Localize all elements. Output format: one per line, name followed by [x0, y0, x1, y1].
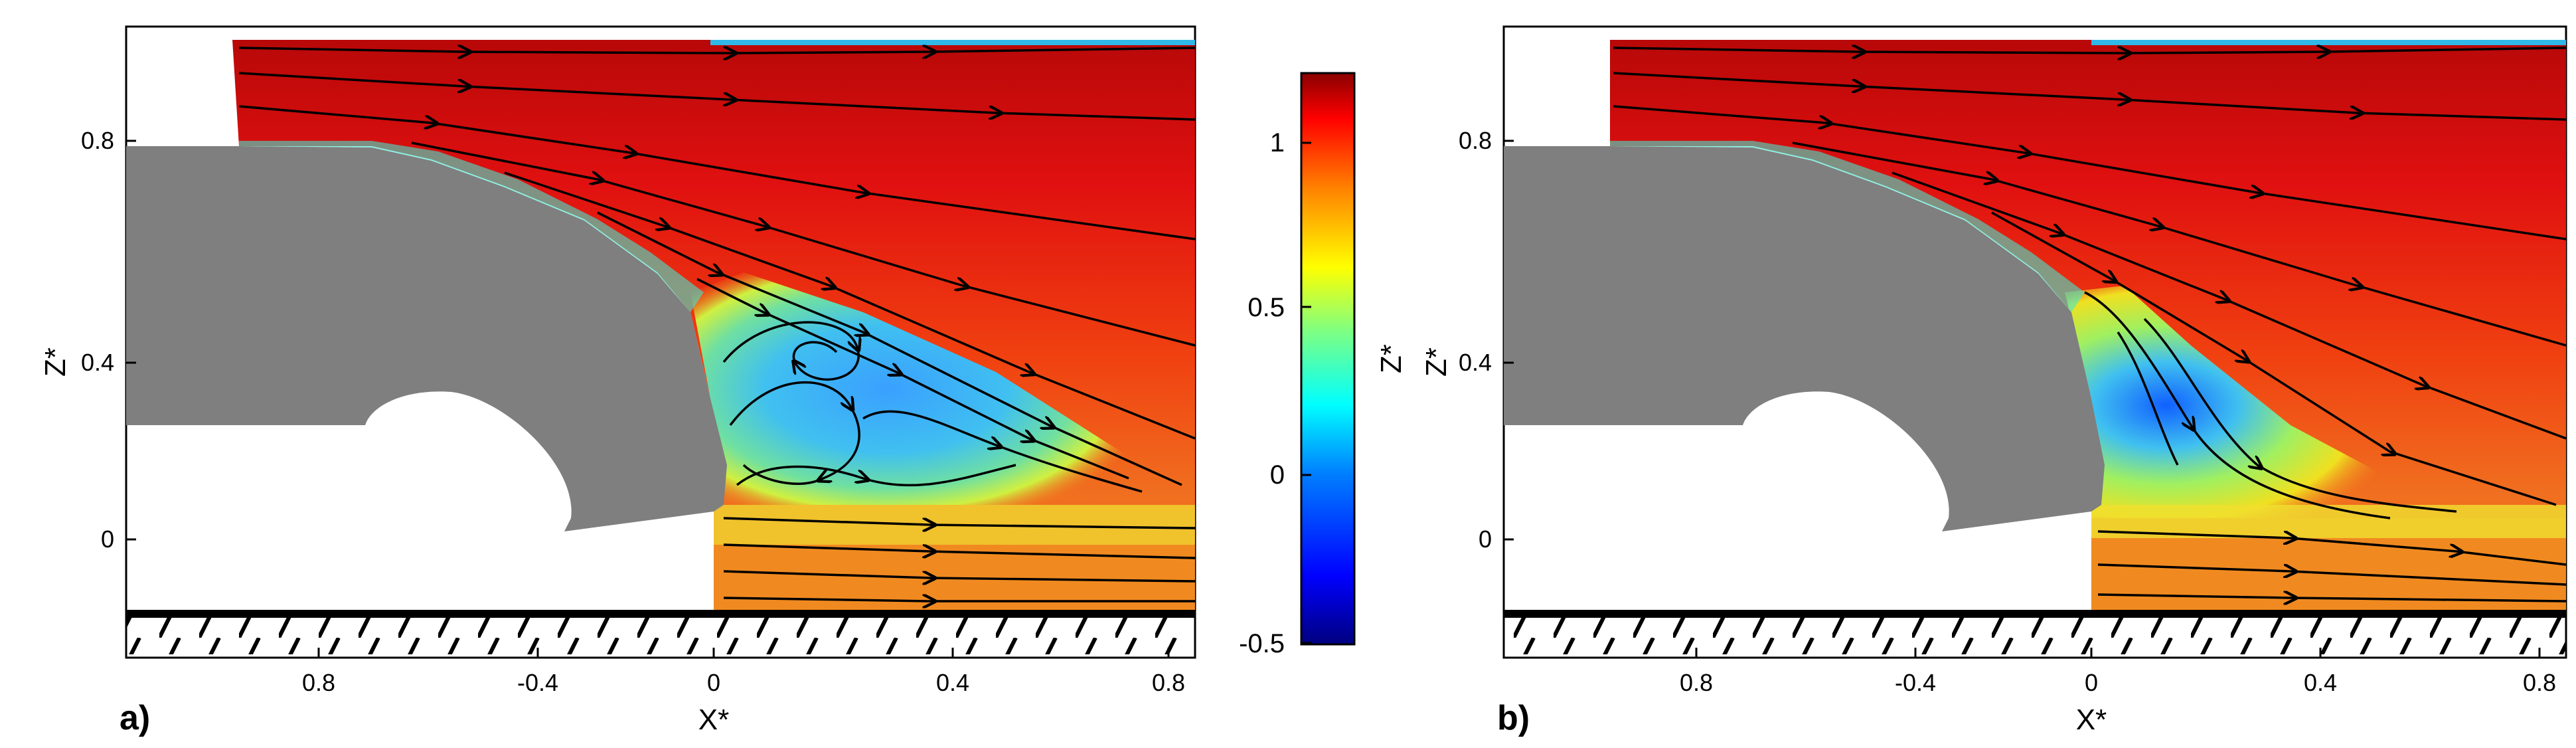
- colorbar-label: Z*: [1375, 344, 1408, 373]
- panel-a-ground: [126, 610, 1195, 618]
- panel-a-label: a): [120, 699, 150, 737]
- colorbar-tick-0: 1: [1270, 128, 1285, 157]
- colorbar-tick-1: 0.5: [1248, 293, 1285, 322]
- panel-a-yticks: 0.8 0.4 0: [81, 127, 136, 553]
- panel-b-xtick-1: -0.4: [1895, 669, 1936, 696]
- panel-b-ground-hatch: [1504, 618, 2566, 654]
- panel-a-ytick-2: 0: [101, 525, 114, 553]
- panel-a-ylabel: Z*: [39, 347, 72, 377]
- panel-a-xtick-0: 0.8: [302, 669, 335, 696]
- panel-a-xlabel: X*: [698, 703, 729, 736]
- panel-b-xlabel: X*: [2076, 703, 2107, 736]
- panel-a-ground-hatch: [126, 618, 1195, 654]
- colorbar: 1 0.5 0 -0.5 Z*: [1239, 72, 1408, 658]
- panel-b-xtick-3: 0.4: [2304, 669, 2337, 696]
- colorbar-tick-2: 0: [1270, 460, 1285, 490]
- panel-b-xtick-0: 0.8: [1680, 669, 1713, 696]
- panel-a-xtick-1: -0.4: [517, 669, 558, 696]
- panel-b-vehicle-body: [1504, 146, 2105, 531]
- colorbar-ticks: 1 0.5 0 -0.5: [1239, 128, 1311, 658]
- panel-a-vehicle-body: [126, 146, 727, 531]
- panel-a-xtick-2: 0: [707, 669, 720, 696]
- panel-b-ground: [1504, 610, 2566, 618]
- panel-b-xticks: 0.8 -0.4 0 0.4 0.8: [1680, 648, 2556, 696]
- panel-a-xtick-4: 0.8: [1152, 669, 1185, 696]
- panel-b-yticks: 0.8 0.4 0: [1459, 127, 1514, 553]
- colorbar-tick-3: -0.5: [1239, 629, 1285, 658]
- panel-a-xticks: 0.8 -0.4 0 0.4 0.8: [302, 648, 1185, 696]
- panel-b-ylabel: Z*: [1420, 347, 1453, 377]
- panel-a-ytick-1: 0.4: [81, 349, 114, 376]
- panel-b-streamlines: [1613, 48, 2567, 601]
- panel-b-xtick-4: 0.8: [2523, 669, 2556, 696]
- panel-b-ytick-1: 0.4: [1459, 349, 1492, 376]
- panel-b: 0.8 0.4 0 Z* 0.8 -0.4 0 0.4 0.8 X* b): [1420, 25, 2567, 737]
- panel-a-ytick-0: 0.8: [81, 127, 114, 154]
- panel-b-xtick-2: 0: [2085, 669, 2098, 696]
- panel-b-ytick-0: 0.8: [1459, 127, 1492, 154]
- colorbar-bar: [1300, 72, 1356, 646]
- panel-b-ytick-2: 0: [1479, 525, 1492, 553]
- panel-b-label: b): [1497, 699, 1530, 737]
- panel-a-xtick-3: 0.4: [936, 669, 969, 696]
- panel-a: 0.8 0.4 0 Z* 0.8 -0.4 0 0.4 0.8 X* a): [39, 25, 1196, 737]
- panel-a-streamlines: [238, 48, 1196, 601]
